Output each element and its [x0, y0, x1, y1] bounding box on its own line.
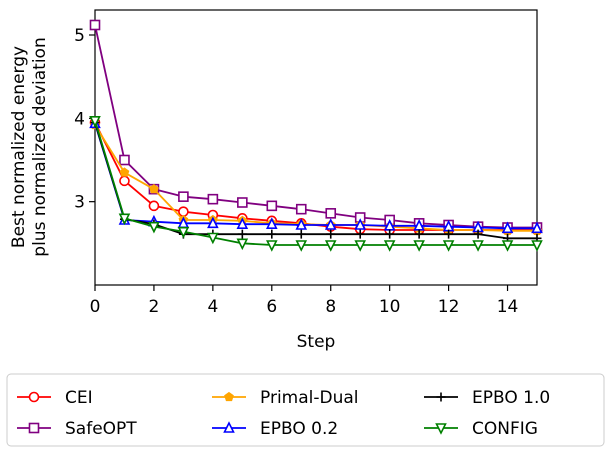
legend-item-epbo-1-0: EPBO 1.0	[424, 388, 550, 408]
series-line-safeopt	[94, 24, 537, 229]
legend-label: Primal-Dual	[260, 388, 359, 408]
data-point-epbo-1-0	[296, 229, 306, 239]
y-tick-label: 5	[74, 26, 85, 46]
data-point-config	[295, 240, 308, 252]
x-tick-label: 2	[149, 297, 160, 317]
data-point-config	[266, 240, 278, 252]
data-point-config	[354, 240, 366, 252]
series-line-primal-dual	[94, 124, 537, 232]
y-axis-label-line-2: plus normalized deviation	[30, 37, 50, 256]
legend-swatch-marker	[28, 391, 40, 403]
data-point-epbo-1-0	[444, 229, 454, 239]
legend-label: CONFIG	[472, 419, 538, 439]
data-point-cei	[178, 206, 189, 217]
data-point-config	[501, 240, 514, 252]
series-epbo-0-2	[89, 116, 543, 234]
data-point-config	[442, 240, 455, 252]
data-point-epbo-1-0	[326, 229, 336, 239]
y-axis-label-line-1: Best normalized energy	[9, 46, 29, 248]
data-point-safeopt	[178, 191, 189, 202]
x-tick-label: 0	[90, 297, 101, 317]
plot-area-frame	[94, 9, 538, 286]
data-point-safeopt	[89, 19, 101, 31]
data-point-safeopt	[325, 208, 337, 219]
axes-ticks: 0 2 4 6 8 10 12 14 3 4 5	[74, 26, 518, 317]
data-point-config	[236, 238, 249, 251]
x-tick-label: 14	[497, 297, 519, 317]
data-point-safeopt	[237, 197, 248, 208]
legend-swatch-marker	[224, 391, 234, 402]
series-primal-dual	[90, 119, 542, 235]
legend-label: EPBO 1.0	[472, 388, 550, 408]
data-point-cei	[119, 175, 130, 187]
legend-swatch-marker	[223, 421, 235, 433]
data-point-safeopt	[295, 203, 307, 215]
data-point-cei	[148, 200, 160, 212]
legend-swatch-marker	[436, 392, 446, 402]
data-point-safeopt	[119, 154, 130, 166]
x-tick-label: 12	[438, 297, 460, 317]
series-line-config	[94, 120, 537, 246]
data-point-config	[413, 240, 425, 252]
series-line-epbo-0-2	[94, 123, 537, 230]
legend-item-primal-dual: Primal-Dual	[212, 388, 359, 408]
data-point-safeopt	[207, 193, 219, 205]
legend-label: CEI	[65, 388, 93, 408]
x-tick-label: 6	[266, 297, 277, 317]
legend-item-config: CONFIG	[424, 419, 538, 439]
series-layer	[89, 19, 543, 252]
data-point-epbo-0-2	[295, 218, 308, 230]
legend-items: CEI SafeOPT Primal-Dual EPBO 0.2 EPBO 1.0 CON…	[17, 388, 550, 439]
data-point-config	[118, 213, 131, 226]
legend-item-safeopt: SafeOPT	[17, 419, 137, 439]
x-tick-label: 10	[379, 297, 401, 317]
y-tick-label: 3	[74, 193, 85, 213]
data-point-epbo-1-0	[355, 229, 365, 239]
data-point-config	[148, 221, 160, 234]
series-safeopt	[89, 19, 543, 233]
data-point-config	[207, 232, 219, 245]
x-tick-label: 8	[325, 297, 336, 317]
data-point-config	[531, 240, 543, 252]
data-point-config	[383, 240, 396, 252]
series-line-cei	[94, 122, 537, 231]
data-point-epbo-1-0	[414, 229, 424, 239]
data-point-epbo-1-0	[237, 229, 247, 239]
legend-label: EPBO 0.2	[260, 419, 338, 439]
data-point-config	[177, 226, 190, 239]
data-point-epbo-0-2	[236, 217, 249, 229]
legend: CEI SafeOPT Primal-Dual EPBO 0.2 EPBO 1.0 CON…	[6, 373, 605, 447]
series-config	[89, 116, 543, 252]
legend-swatch-marker	[435, 423, 447, 435]
data-point-epbo-1-0	[473, 229, 483, 239]
data-point-epbo-0-2	[207, 216, 219, 229]
data-point-config	[472, 240, 484, 252]
data-point-epbo-0-2	[531, 221, 543, 234]
x-tick-label: 4	[207, 297, 218, 317]
data-point-epbo-0-2	[501, 221, 514, 234]
data-point-safeopt	[266, 200, 278, 212]
legend-item-epbo-0-2: EPBO 0.2	[212, 419, 338, 439]
y-tick-label: 4	[74, 109, 85, 129]
data-point-epbo-0-2	[266, 217, 278, 229]
series-line-epbo-1-0	[94, 122, 537, 240]
y-axis-label: Best normalized energy plus normalized d…	[9, 37, 50, 256]
data-point-epbo-0-2	[354, 218, 366, 230]
data-point-epbo-1-0	[385, 229, 395, 239]
legend-item-cei: CEI	[17, 388, 93, 408]
legend-label: SafeOPT	[65, 419, 137, 439]
data-point-primal-dual	[119, 167, 130, 177]
data-point-config	[89, 116, 101, 128]
x-axis-label: Step	[297, 332, 336, 352]
data-point-epbo-1-0	[267, 229, 277, 239]
series-cei	[89, 117, 543, 236]
legend-swatch-marker	[28, 422, 40, 434]
data-point-config	[324, 240, 337, 252]
data-point-primal-dual	[149, 184, 159, 194]
data-point-epbo-0-2	[324, 218, 337, 230]
